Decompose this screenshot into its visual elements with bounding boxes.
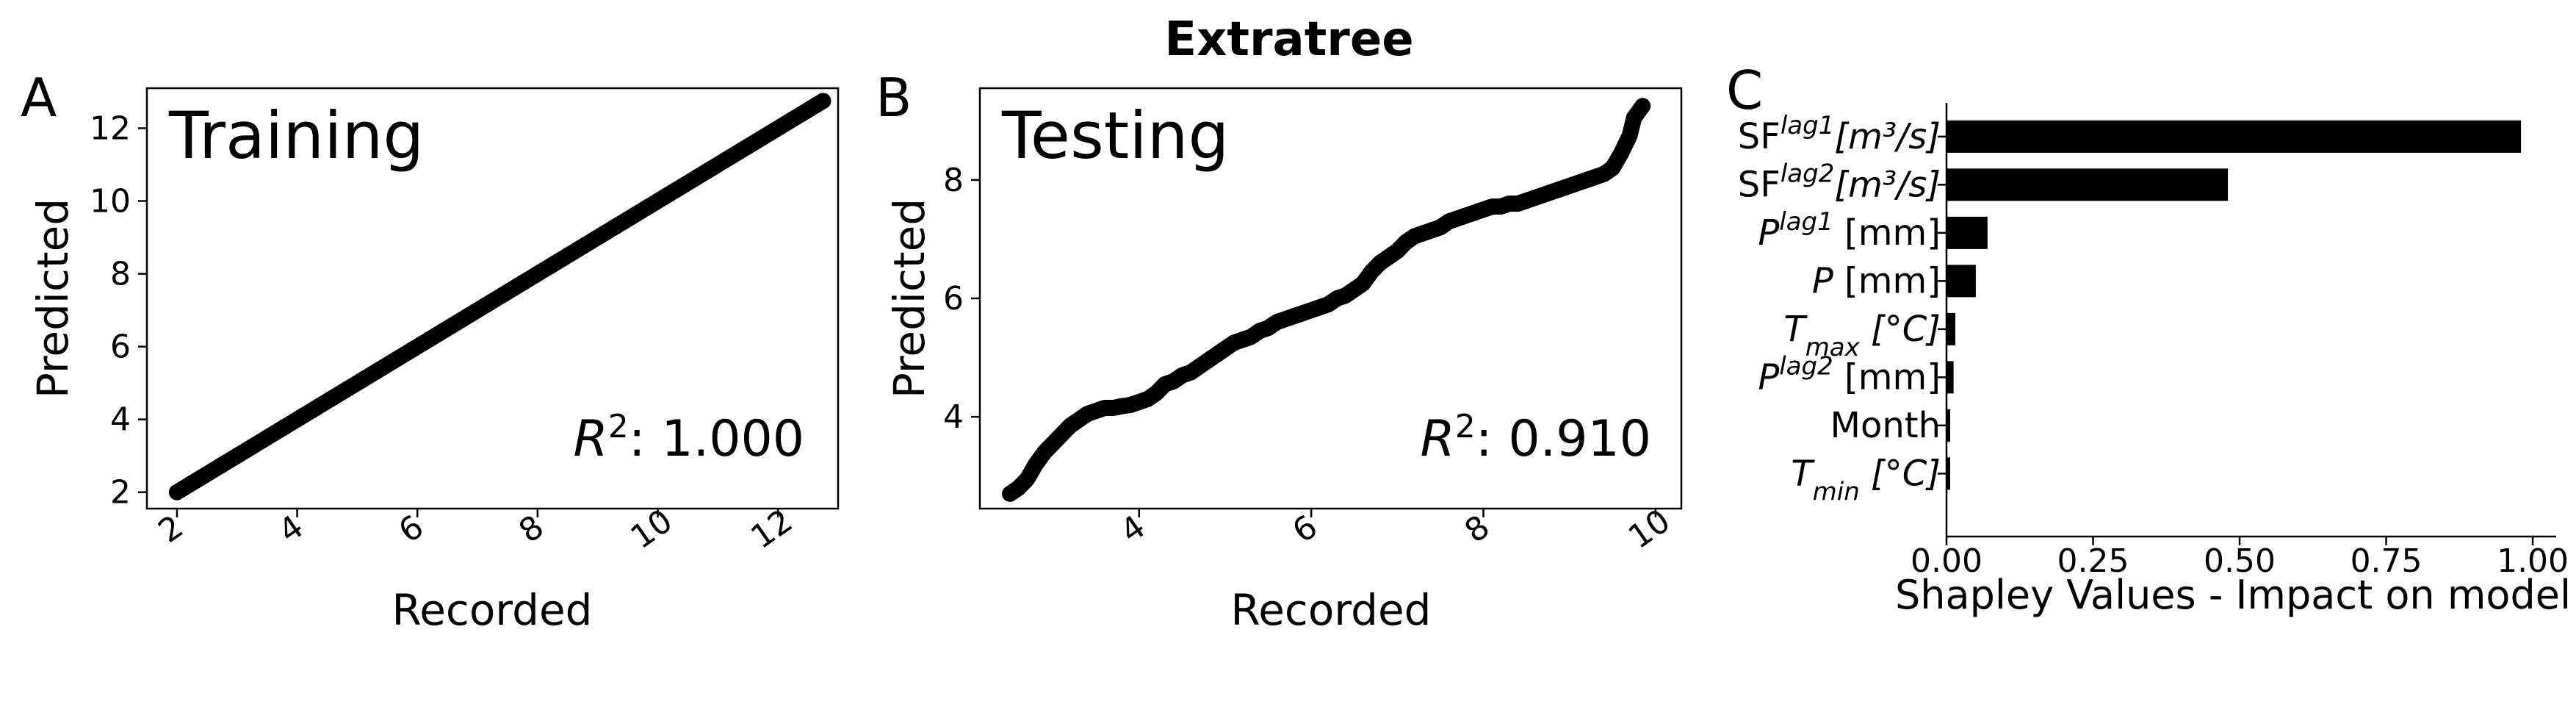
panel-c-bar	[1947, 120, 2522, 153]
panel-b-r2-annotation: R2: 0.910	[1421, 408, 1651, 469]
panel-a-r2-value: : 1.000	[629, 410, 804, 468]
panel-c-label-superscript: lag1	[1779, 207, 1833, 237]
panel-c-label-subscript: max	[1805, 333, 1861, 362]
panel-c-x-tick-label: 0.00	[1911, 542, 1982, 580]
panel-b-y-ticks: 4 6 8	[943, 162, 980, 436]
panel-c-bars	[1947, 120, 2522, 490]
panel-b-r2-exponent: 2	[1455, 408, 1476, 445]
panel-a-x-ticks: 2 4 6 8 10 12	[152, 502, 800, 556]
panel-c-shapley: C SFlag1[m³/s]SFlag2[m³/s]Plag1 [mm]P [m…	[1726, 60, 2571, 618]
panel-c-label-base: P	[1758, 356, 1779, 398]
panel-c-label-base: P	[1812, 260, 1833, 301]
panel-c-label-subscript: min	[1813, 477, 1860, 506]
panel-c-category-label: SFlag1[m³/s]	[1738, 111, 1941, 157]
panel-c-label-base: Month	[1830, 405, 1941, 446]
b-y-tick-label: 4	[943, 398, 964, 436]
panel-c-letter: C	[1726, 60, 1763, 121]
panel-a-letter: A	[21, 67, 57, 129]
panel-c-label-superscript: lag1	[1781, 111, 1835, 140]
b-x-tick-label: 10	[1622, 502, 1677, 556]
panel-c-bar	[1947, 265, 1976, 298]
figure-title: Extratree	[1164, 12, 1413, 67]
panel-a-plot-frame	[145, 87, 840, 510]
panel-c-category-label: SFlag2[m³/s]	[1738, 159, 1941, 205]
panel-b-x-label: Recorded	[1231, 585, 1432, 635]
b-y-tick-label: 6	[943, 280, 964, 318]
panel-c-category-labels: SFlag1[m³/s]SFlag2[m³/s]Plag1 [mm]P [mm]…	[1738, 111, 1947, 506]
panel-c-category-label: Plag1 [mm]	[1758, 207, 1941, 254]
panel-c-label-base: P	[1758, 212, 1779, 254]
panel-c-label-base: T	[1783, 309, 1808, 350]
panel-c-bar	[1947, 361, 1954, 394]
panel-c-bar	[1947, 457, 1950, 490]
a-point	[815, 93, 831, 110]
panel-c-bar	[1947, 168, 2229, 201]
a-x-tick-label: 8	[512, 508, 550, 550]
panel-c-label-unit: [°C]	[1860, 453, 1941, 494]
panel-c-x-ticks: 0.00 0.25 0.50 0.75 1.00	[1911, 537, 2569, 580]
panel-c-label-base: SF	[1738, 164, 1781, 205]
panel-c-label-unit: [mm]	[1833, 260, 1941, 301]
a-y-tick-label: 12	[90, 110, 131, 147]
panel-c-label-superscript: lag2	[1779, 351, 1833, 381]
panel-b-y-label: Predicted	[884, 198, 934, 398]
panel-c-label-unit: [°C]	[1860, 309, 1941, 350]
panel-c-x-label: Shapley Values - Impact on model	[1895, 572, 2571, 618]
a-x-tick-label: 6	[392, 508, 430, 550]
panel-c-x-tick-label: 0.50	[2204, 542, 2276, 580]
a-x-tick-label: 4	[272, 508, 310, 550]
panel-c-label-base: SF	[1738, 116, 1781, 157]
panel-c-category-label: Plag2 [mm]	[1758, 351, 1941, 398]
a-x-tick-label: 12	[744, 502, 799, 556]
panel-b-r2-value: : 0.910	[1476, 410, 1651, 468]
b-x-tick-label: 6	[1286, 508, 1324, 550]
panel-c-bar	[1947, 312, 1955, 345]
panel-c-label-unit: [mm]	[1833, 356, 1941, 398]
panel-c-bar	[1947, 409, 1950, 442]
a-x-tick-label: 2	[152, 508, 190, 550]
panel-c-x-tick-label: 1.00	[2497, 542, 2569, 580]
panel-a-y-ticks: 2 4 6 8 10 12	[90, 110, 147, 512]
panel-c-category-label: Tmax [°C]	[1783, 309, 1941, 362]
panel-a-title: Training	[168, 98, 424, 173]
panel-a-r2-annotation: R2: 1.000	[574, 408, 804, 469]
a-y-tick-label: 2	[110, 474, 131, 512]
a-y-tick-label: 6	[110, 329, 131, 366]
panel-c-bar	[1947, 216, 1988, 249]
b-point	[1634, 98, 1651, 115]
panel-b-r2-symbol: R	[1421, 410, 1455, 468]
panel-a-r2-exponent: 2	[608, 408, 629, 445]
a-y-tick-label: 4	[110, 401, 131, 439]
b-y-tick-label: 8	[943, 162, 964, 199]
panel-a-points	[168, 93, 831, 501]
a-y-tick-label: 10	[90, 183, 131, 220]
panel-b-points	[1002, 98, 1651, 502]
panel-c-category-label: Tmin [°C]	[1791, 453, 1941, 506]
panel-a-x-label: Recorded	[392, 585, 593, 635]
a-x-tick-label: 10	[624, 502, 679, 556]
panel-c-category-label: Month	[1830, 405, 1941, 446]
panel-c-label-superscript: lag2	[1781, 159, 1835, 188]
panel-c-category-label: P [mm]	[1812, 260, 1941, 301]
panel-a-r2-symbol: R	[574, 410, 608, 468]
panel-b-x-ticks: 4 6 8 10	[1114, 502, 1677, 556]
b-x-tick-label: 4	[1114, 508, 1152, 550]
panel-c-label-unit: [mm]	[1833, 212, 1941, 254]
panel-c-label-base: T	[1791, 453, 1815, 494]
panel-c-label-unit: [m³/s]	[1834, 164, 1941, 205]
b-x-tick-label: 8	[1458, 508, 1496, 550]
panel-c-label-unit: [m³/s]	[1834, 116, 1941, 157]
panel-b-letter: B	[876, 67, 912, 129]
panel-c-x-tick-label: 0.75	[2350, 542, 2422, 580]
panel-c-x-tick-label: 0.25	[2057, 542, 2129, 580]
panel-b-testing: B Testing 4 6 8 10 4 6 8 R2: 0.910 Recorded P…	[876, 67, 1683, 635]
panel-b-title: Testing	[1001, 98, 1229, 173]
a-y-tick-label: 8	[110, 256, 131, 293]
panel-a-y-label: Predicted	[28, 198, 78, 398]
